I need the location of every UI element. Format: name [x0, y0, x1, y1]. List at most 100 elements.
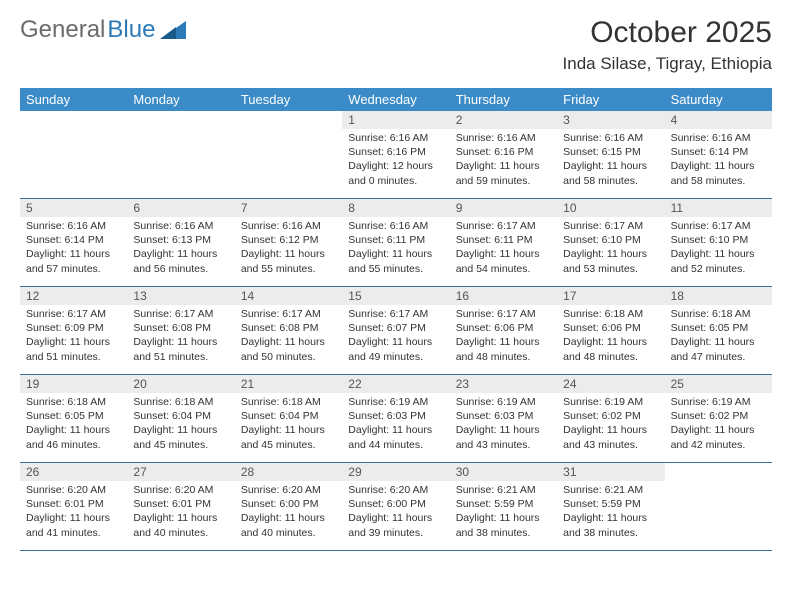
day-number: 15 [342, 287, 449, 305]
logo-triangle-icon [160, 21, 186, 39]
calendar-cell: 30 Sunrise: 6:21 AMSunset: 5:59 PMDayligh… [450, 463, 557, 551]
calendar-cell: 20 Sunrise: 6:18 AMSunset: 6:04 PMDayligh… [127, 375, 234, 463]
calendar-cell: 22 Sunrise: 6:19 AMSunset: 6:03 PMDayligh… [342, 375, 449, 463]
weekday-header: Monday [127, 88, 234, 111]
day-number: 31 [557, 463, 664, 481]
weekday-header: Wednesday [342, 88, 449, 111]
day-number: 19 [20, 375, 127, 393]
day-info: Sunrise: 6:18 AMSunset: 6:05 PMDaylight:… [665, 307, 772, 364]
day-number: 14 [235, 287, 342, 305]
day-number: 7 [235, 199, 342, 217]
day-info: Sunrise: 6:20 AMSunset: 6:01 PMDaylight:… [127, 483, 234, 540]
day-info: Sunrise: 6:18 AMSunset: 6:06 PMDaylight:… [557, 307, 664, 364]
calendar-cell: 31 Sunrise: 6:21 AMSunset: 5:59 PMDayligh… [557, 463, 664, 551]
day-info: Sunrise: 6:16 AMSunset: 6:16 PMDaylight:… [342, 131, 449, 188]
calendar-cell: 25 Sunrise: 6:19 AMSunset: 6:02 PMDayligh… [665, 375, 772, 463]
location: Inda Silase, Tigray, Ethiopia [563, 54, 772, 74]
day-info: Sunrise: 6:19 AMSunset: 6:02 PMDaylight:… [557, 395, 664, 452]
day-info: Sunrise: 6:17 AMSunset: 6:06 PMDaylight:… [450, 307, 557, 364]
day-number: 27 [127, 463, 234, 481]
calendar-cell [127, 111, 234, 199]
day-info: Sunrise: 6:19 AMSunset: 6:02 PMDaylight:… [665, 395, 772, 452]
day-info: Sunrise: 6:16 AMSunset: 6:12 PMDaylight:… [235, 219, 342, 276]
calendar-cell: 16 Sunrise: 6:17 AMSunset: 6:06 PMDayligh… [450, 287, 557, 375]
day-info: Sunrise: 6:16 AMSunset: 6:11 PMDaylight:… [342, 219, 449, 276]
day-number: 10 [557, 199, 664, 217]
day-info: Sunrise: 6:16 AMSunset: 6:15 PMDaylight:… [557, 131, 664, 188]
day-number: 8 [342, 199, 449, 217]
day-number: 3 [557, 111, 664, 129]
day-number: 4 [665, 111, 772, 129]
weekday-header-row: SundayMondayTuesdayWednesdayThursdayFrid… [20, 88, 772, 111]
calendar-cell: 14Sunrise: 6:17 AMSunset: 6:08 PMDayligh… [235, 287, 342, 375]
logo-word-1: General [20, 16, 105, 44]
day-number: 5 [20, 199, 127, 217]
weekday-header: Thursday [450, 88, 557, 111]
calendar-cell: 11 Sunrise: 6:17 AMSunset: 6:10 PMDayligh… [665, 199, 772, 287]
calendar-cell: 29Sunrise: 6:20 AMSunset: 6:00 PMDayligh… [342, 463, 449, 551]
calendar-cell: 1 Sunrise: 6:16 AMSunset: 6:16 PMDaylight… [342, 111, 449, 199]
day-info: Sunrise: 6:19 AMSunset: 6:03 PMDaylight:… [450, 395, 557, 452]
day-info: Sunrise: 6:17 AMSunset: 6:07 PMDaylight:… [342, 307, 449, 364]
calendar-cell: 28Sunrise: 6:20 AMSunset: 6:00 PMDayligh… [235, 463, 342, 551]
month-title: October 2025 [563, 16, 772, 50]
day-info: Sunrise: 6:17 AMSunset: 6:10 PMDaylight:… [665, 219, 772, 276]
calendar-cell: 10 Sunrise: 6:17 AMSunset: 6:10 PMDayligh… [557, 199, 664, 287]
calendar-page: GeneralBlue October 2025 Inda Silase, Ti… [0, 0, 792, 567]
logo-word-2: Blue [107, 16, 155, 44]
day-number: 29 [342, 463, 449, 481]
calendar-cell: 19 Sunrise: 6:18 AMSunset: 6:05 PMDayligh… [20, 375, 127, 463]
calendar-cell: 18 Sunrise: 6:18 AMSunset: 6:05 PMDayligh… [665, 287, 772, 375]
calendar-cell: 8 Sunrise: 6:16 AMSunset: 6:11 PMDaylight… [342, 199, 449, 287]
day-number-empty [665, 463, 772, 481]
calendar-cell: 3 Sunrise: 6:16 AMSunset: 6:15 PMDaylight… [557, 111, 664, 199]
day-number: 16 [450, 287, 557, 305]
day-number: 17 [557, 287, 664, 305]
day-info: Sunrise: 6:17 AMSunset: 6:09 PMDaylight:… [20, 307, 127, 364]
calendar-cell: 7 Sunrise: 6:16 AMSunset: 6:12 PMDaylight… [235, 199, 342, 287]
day-number: 30 [450, 463, 557, 481]
day-info: Sunrise: 6:18 AMSunset: 6:05 PMDaylight:… [20, 395, 127, 452]
day-info: Sunrise: 6:16 AMSunset: 6:14 PMDaylight:… [20, 219, 127, 276]
day-number: 11 [665, 199, 772, 217]
day-number: 2 [450, 111, 557, 129]
day-number: 24 [557, 375, 664, 393]
day-info: Sunrise: 6:16 AMSunset: 6:16 PMDaylight:… [450, 131, 557, 188]
calendar-cell: 15 Sunrise: 6:17 AMSunset: 6:07 PMDayligh… [342, 287, 449, 375]
calendar-cell: 4Sunrise: 6:16 AMSunset: 6:14 PMDaylight… [665, 111, 772, 199]
calendar-cell: 24 Sunrise: 6:19 AMSunset: 6:02 PMDayligh… [557, 375, 664, 463]
day-number: 12 [20, 287, 127, 305]
day-info: Sunrise: 6:20 AMSunset: 6:01 PMDaylight:… [20, 483, 127, 540]
day-number: 9 [450, 199, 557, 217]
day-info: Sunrise: 6:18 AMSunset: 6:04 PMDaylight:… [127, 395, 234, 452]
calendar-cell: 5 Sunrise: 6:16 AMSunset: 6:14 PMDaylight… [20, 199, 127, 287]
day-number: 23 [450, 375, 557, 393]
day-number: 6 [127, 199, 234, 217]
day-number: 1 [342, 111, 449, 129]
day-info: Sunrise: 6:18 AMSunset: 6:04 PMDaylight:… [235, 395, 342, 452]
day-number: 20 [127, 375, 234, 393]
day-info: Sunrise: 6:16 AMSunset: 6:13 PMDaylight:… [127, 219, 234, 276]
page-header: GeneralBlue October 2025 Inda Silase, Ti… [20, 16, 772, 74]
day-info: Sunrise: 6:19 AMSunset: 6:03 PMDaylight:… [342, 395, 449, 452]
calendar-cell: 21 Sunrise: 6:18 AMSunset: 6:04 PMDayligh… [235, 375, 342, 463]
calendar-cell: 12 Sunrise: 6:17 AMSunset: 6:09 PMDayligh… [20, 287, 127, 375]
calendar-cell [665, 463, 772, 551]
day-number: 22 [342, 375, 449, 393]
calendar-cell: 27 Sunrise: 6:20 AMSunset: 6:01 PMDayligh… [127, 463, 234, 551]
day-info: Sunrise: 6:21 AMSunset: 5:59 PMDaylight:… [557, 483, 664, 540]
calendar-cell: 2 Sunrise: 6:16 AMSunset: 6:16 PMDaylight… [450, 111, 557, 199]
day-number: 26 [20, 463, 127, 481]
logo: GeneralBlue [20, 16, 186, 44]
day-number: 21 [235, 375, 342, 393]
calendar-cell: 9Sunrise: 6:17 AMSunset: 6:11 PMDaylight… [450, 199, 557, 287]
day-info: Sunrise: 6:21 AMSunset: 5:59 PMDaylight:… [450, 483, 557, 540]
day-info: Sunrise: 6:17 AMSunset: 6:10 PMDaylight:… [557, 219, 664, 276]
day-number-empty [127, 111, 234, 129]
day-number: 18 [665, 287, 772, 305]
weekday-header: Sunday [20, 88, 127, 111]
weekday-header: Saturday [665, 88, 772, 111]
calendar-body: 1Sunrise: 6:16 AMSunset: 6:16 PMDaylight… [20, 111, 772, 551]
day-number: 13 [127, 287, 234, 305]
day-number: 25 [665, 375, 772, 393]
